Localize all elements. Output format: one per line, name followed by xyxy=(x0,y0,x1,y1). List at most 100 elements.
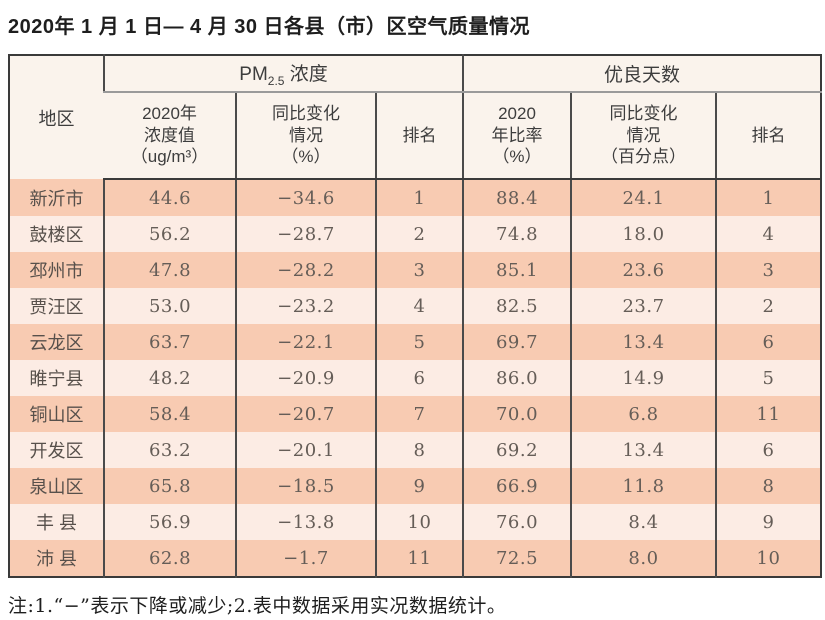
col-header-line: 排名 xyxy=(402,125,437,145)
air-quality-table: 地区 PM2.5 浓度 优良天数 2020年 浓度值 （ug/m³） 同比变化 … xyxy=(8,54,823,578)
col-header-pm-change: 同比变化 情况 （%） xyxy=(235,92,376,180)
cell-pm-rank: 11 xyxy=(375,540,463,577)
cell-good-ratio: 88.4 xyxy=(462,179,571,216)
cell-region: 丰 县 xyxy=(35,513,77,533)
cell-good-change: 24.1 xyxy=(570,179,716,216)
cell-pm-value: 63.2 xyxy=(103,432,236,468)
cell-pm-change: −1.7 xyxy=(235,540,376,577)
cell-good-ratio: 66.9 xyxy=(462,468,571,504)
cell-pm-value: 53.0 xyxy=(103,288,236,324)
cell-good-rank: 10 xyxy=(714,540,822,577)
cell-pm-rank: 7 xyxy=(375,396,463,432)
cell-region: 睢宁县 xyxy=(29,369,84,389)
cell-good-change: 8.4 xyxy=(570,504,716,540)
cell-region: 铜山区 xyxy=(29,405,84,425)
cell-pm-rank: 1 xyxy=(375,179,463,216)
cell-region: 开发区 xyxy=(29,441,84,461)
col-header-line: 年比率 xyxy=(491,125,543,145)
cell-good-ratio: 86.0 xyxy=(462,360,571,396)
table-row: 云龙区 63.7 −22.1 5 69.7 13.4 6 xyxy=(9,324,822,360)
cell-pm-rank: 4 xyxy=(375,288,463,324)
cell-pm-value: 44.6 xyxy=(103,179,236,216)
cell-good-ratio: 85.1 xyxy=(462,252,571,288)
cell-pm-value: 47.8 xyxy=(103,252,236,288)
col-header-line: 2020年 xyxy=(142,103,197,123)
table-row: 新沂市 44.6 −34.6 1 88.4 24.1 1 xyxy=(9,179,822,216)
col-header-region: 地区 xyxy=(9,55,104,179)
col-header-line: 情况 xyxy=(626,125,661,145)
cell-good-change: 13.4 xyxy=(570,324,716,360)
footnote: 注:1.“−”表示下降或减少;2.表中数据采用实况数据统计。 xyxy=(8,595,507,617)
cell-good-change: 8.0 xyxy=(570,540,716,577)
cell-pm-change: −13.8 xyxy=(235,504,376,540)
cell-region: 泉山区 xyxy=(29,477,84,497)
cell-good-change: 18.0 xyxy=(570,216,716,252)
cell-good-change: 11.8 xyxy=(570,468,716,504)
cell-good-ratio: 72.5 xyxy=(462,540,571,577)
cell-good-ratio: 74.8 xyxy=(462,216,571,252)
table-row: 沛 县 62.8 −1.7 11 72.5 8.0 10 xyxy=(9,540,822,577)
cell-pm-rank: 2 xyxy=(375,216,463,252)
col-header-line: 同比变化 xyxy=(272,103,340,123)
table-row: 泉山区 65.8 −18.5 9 66.9 11.8 8 xyxy=(9,468,822,504)
cell-good-rank: 6 xyxy=(714,324,822,360)
cell-pm-rank: 9 xyxy=(375,468,463,504)
cell-pm-value: 56.9 xyxy=(103,504,236,540)
cell-pm-change: −18.5 xyxy=(235,468,376,504)
table-row: 开发区 63.2 −20.1 8 69.2 13.4 6 xyxy=(9,432,822,468)
col-header-good-rank: 排名 xyxy=(714,92,822,180)
cell-region: 贾汪区 xyxy=(29,297,84,317)
cell-pm-change: −20.9 xyxy=(235,360,376,396)
table-row: 贾汪区 53.0 −23.2 4 82.5 23.7 2 xyxy=(9,288,822,324)
cell-pm-change: −22.1 xyxy=(235,324,376,360)
cell-pm-rank: 8 xyxy=(375,432,463,468)
table-body: 新沂市 44.6 −34.6 1 88.4 24.1 1 鼓楼区 56.2 −28.7 2 74.8 1… xyxy=(9,179,822,577)
page-title: 2020年 1 月 1 日— 4 月 30 日各县（市）区空气质量情况 xyxy=(8,16,531,38)
group-header-good-days: 优良天数 xyxy=(461,55,822,93)
cell-good-change: 23.7 xyxy=(570,288,716,324)
cell-good-rank: 3 xyxy=(714,252,822,288)
cell-good-rank: 6 xyxy=(714,432,822,468)
table-header: 地区 PM2.5 浓度 优良天数 2020年 浓度值 （ug/m³） 同比变化 … xyxy=(9,55,822,180)
cell-pm-value: 65.8 xyxy=(103,468,236,504)
table-row: 铜山区 58.4 −20.7 7 70.0 6.8 11 xyxy=(9,396,822,432)
cell-pm-change: −34.6 xyxy=(235,179,376,216)
pm-label-subscript: 2.5 xyxy=(267,73,285,88)
cell-good-rank: 9 xyxy=(714,504,822,540)
cell-good-ratio: 76.0 xyxy=(462,504,571,540)
cell-pm-value: 63.7 xyxy=(103,324,236,360)
pm-label-prefix: PM xyxy=(239,64,268,86)
col-header-good-ratio: 2020 年比率 （%） xyxy=(462,92,571,180)
cell-good-ratio: 69.2 xyxy=(462,432,571,468)
cell-pm-rank: 6 xyxy=(375,360,463,396)
cell-good-change: 13.4 xyxy=(570,432,716,468)
cell-good-change: 14.9 xyxy=(570,360,716,396)
cell-region: 沛 县 xyxy=(35,549,77,569)
cell-pm-value: 56.2 xyxy=(103,216,236,252)
cell-pm-value: 62.8 xyxy=(103,540,236,577)
cell-pm-value: 48.2 xyxy=(103,360,236,396)
sub-header-row: 2020年 浓度值 （ug/m³） 同比变化 情况 （%） 排名 2020 年比… xyxy=(9,92,822,180)
group-header-pm25: PM2.5 浓度 xyxy=(103,55,463,93)
cell-pm-change: −20.1 xyxy=(235,432,376,468)
cell-good-ratio: 82.5 xyxy=(462,288,571,324)
cell-pm-change: −23.2 xyxy=(235,288,376,324)
col-header-line: 排名 xyxy=(751,125,786,145)
cell-pm-rank: 3 xyxy=(375,252,463,288)
col-header-line: 情况 xyxy=(289,125,323,145)
cell-region: 云龙区 xyxy=(29,333,84,353)
cell-good-ratio: 69.7 xyxy=(462,324,571,360)
cell-pm-rank: 10 xyxy=(375,504,463,540)
cell-good-rank: 1 xyxy=(714,179,822,216)
cell-good-change: 23.6 xyxy=(570,252,716,288)
table-row: 鼓楼区 56.2 −28.7 2 74.8 18.0 4 xyxy=(9,216,822,252)
col-header-line: 2020 xyxy=(498,103,536,123)
cell-region: 邳州市 xyxy=(29,261,84,281)
cell-pm-change: −20.7 xyxy=(235,396,376,432)
cell-pm-change: −28.7 xyxy=(235,216,376,252)
cell-pm-change: −28.2 xyxy=(235,252,376,288)
cell-region: 鼓楼区 xyxy=(29,225,84,245)
col-header-pm-value: 2020年 浓度值 （ug/m³） xyxy=(104,92,236,180)
cell-good-ratio: 70.0 xyxy=(462,396,571,432)
